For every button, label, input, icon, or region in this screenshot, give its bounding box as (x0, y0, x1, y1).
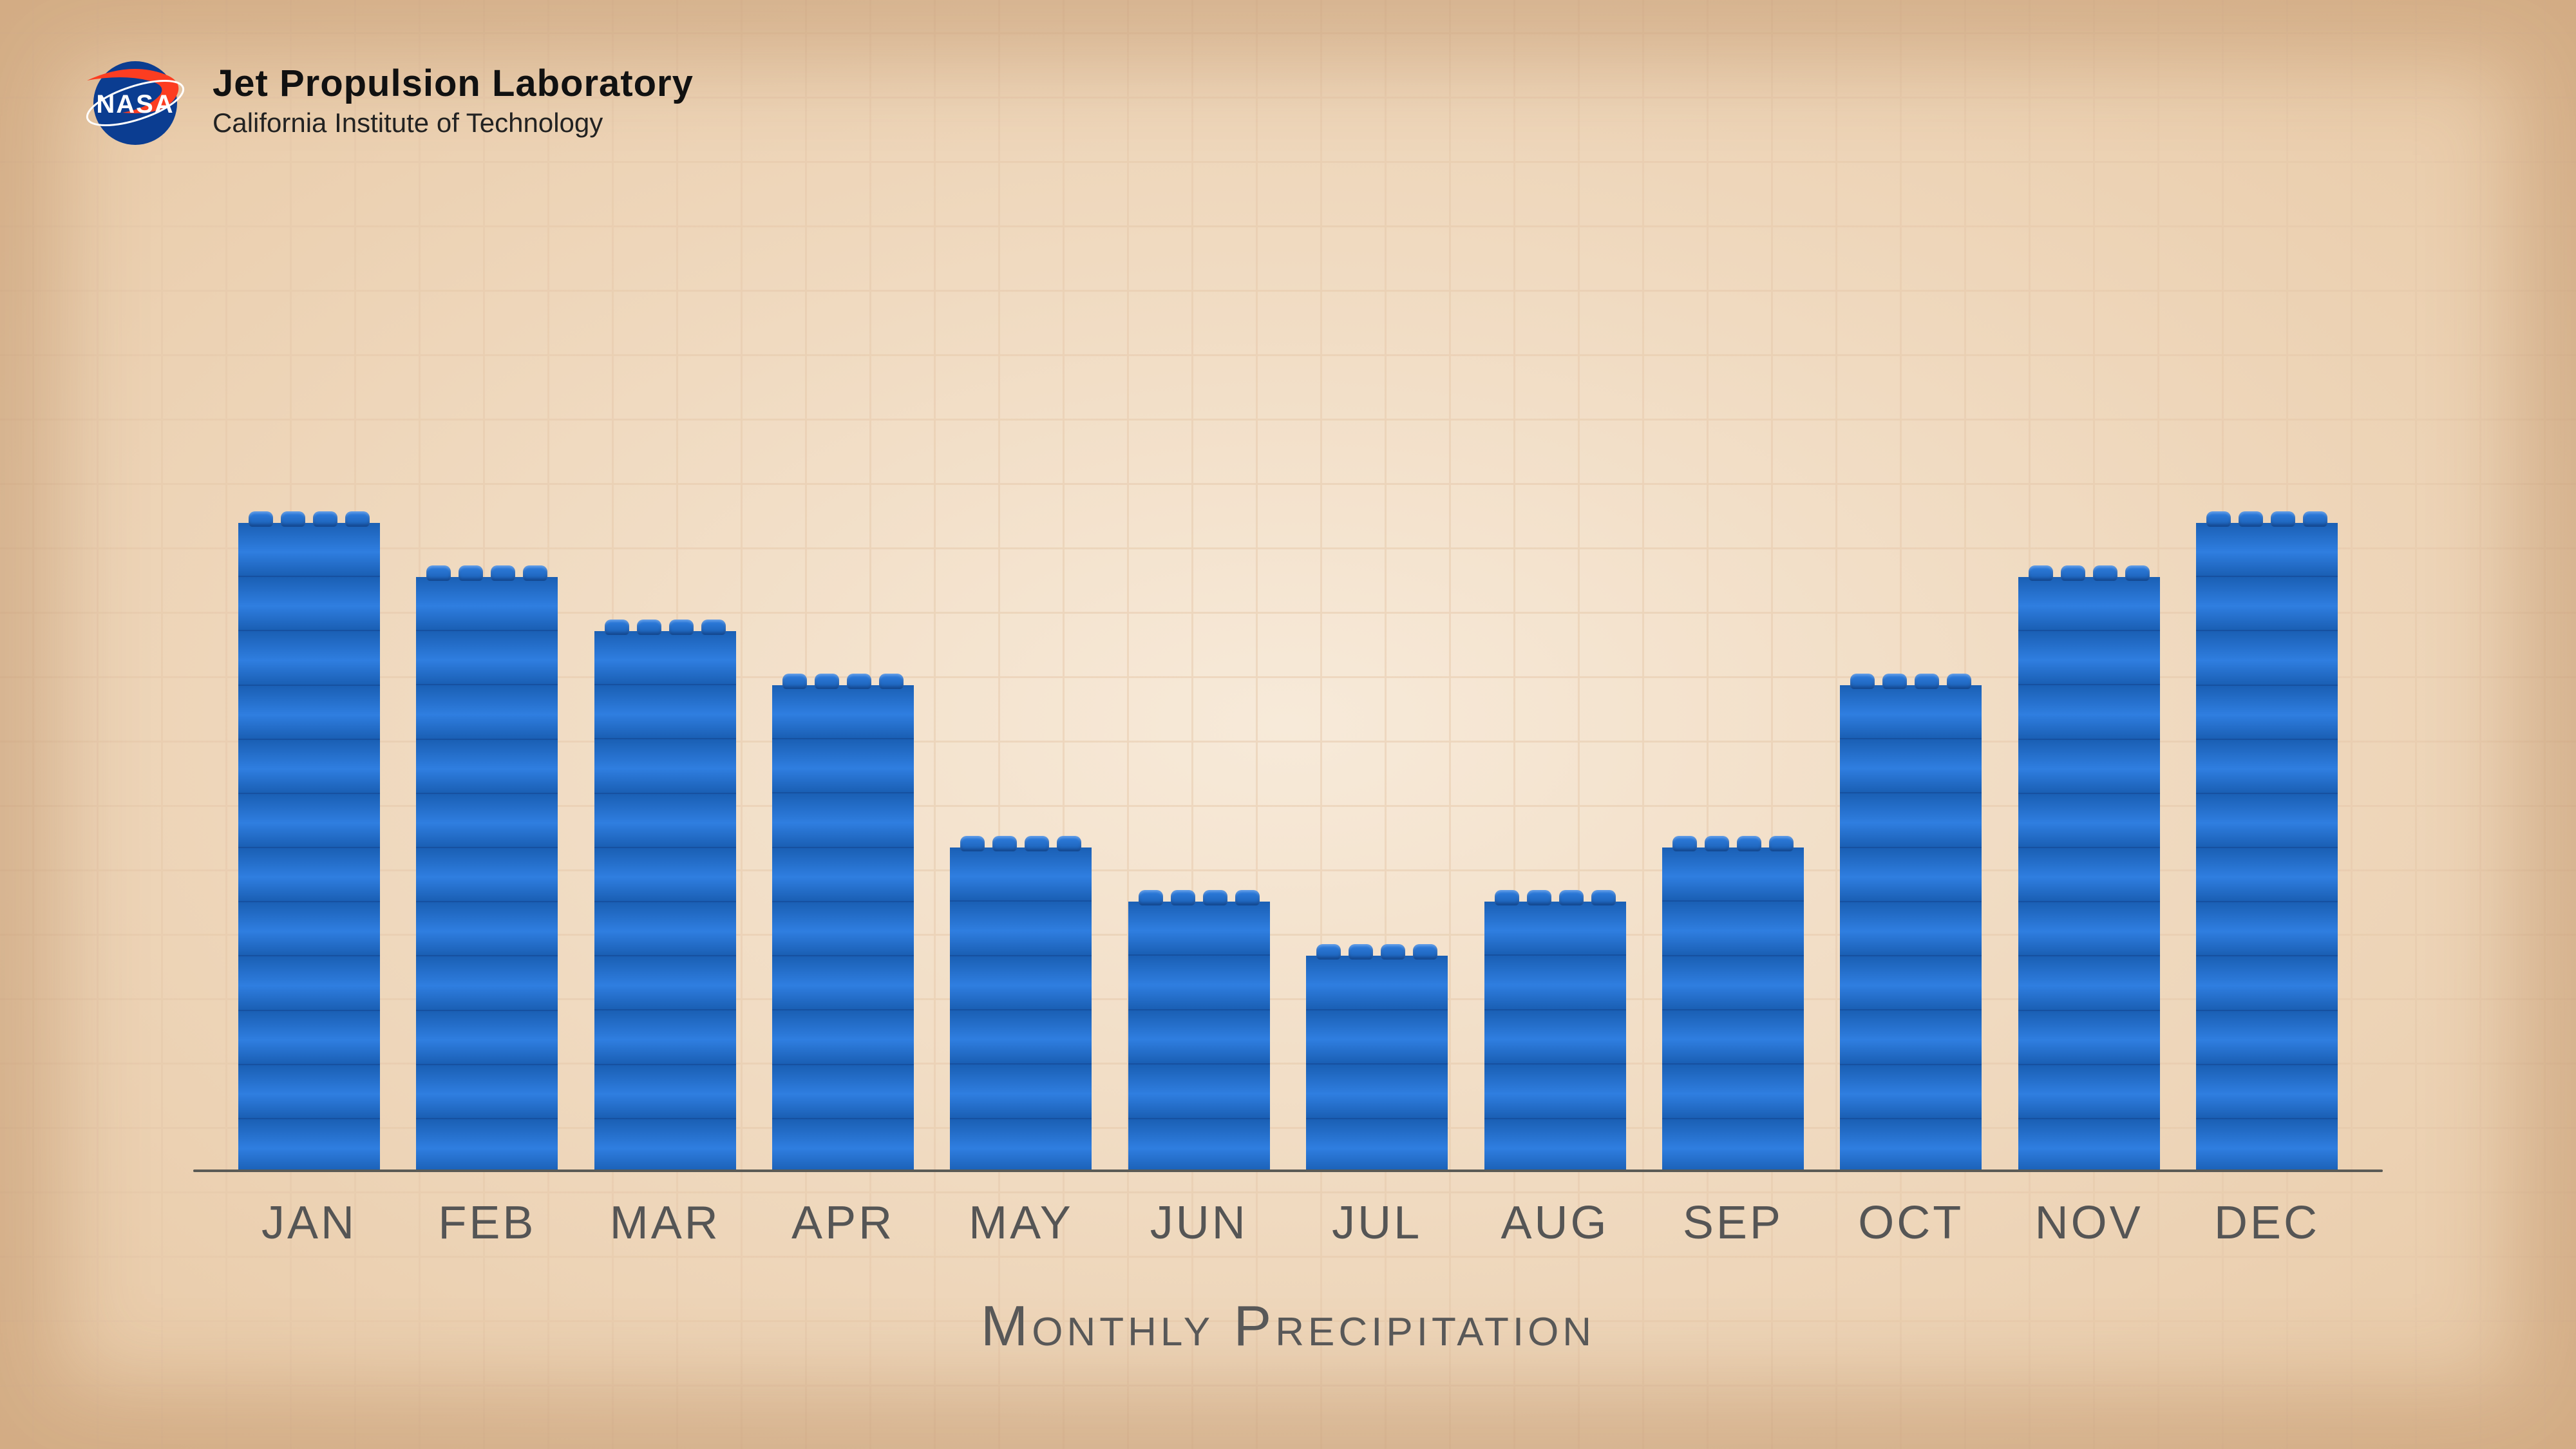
lego-studs-icon (1662, 836, 1804, 851)
x-label-aug: AUG (1484, 1197, 1626, 1249)
x-label-jan: JAN (238, 1197, 380, 1249)
logo-line1: Jet Propulsion Laboratory (213, 62, 694, 105)
x-axis-baseline (193, 1170, 2383, 1172)
bar-nov (2018, 577, 2160, 1172)
x-label-may: MAY (950, 1197, 1092, 1249)
bar (2018, 577, 2160, 1172)
lego-studs-icon (1484, 890, 1626, 905)
precipitation-chart: JANFEBMARAPRMAYJUNJULAUGSEPOCTNOVDEC (219, 399, 2357, 1172)
lego-studs-icon (2196, 511, 2338, 527)
nasa-meatball-icon: NASA (77, 52, 193, 148)
bar-dec (2196, 523, 2338, 1172)
bar-feb (416, 577, 558, 1172)
lego-studs-icon (416, 565, 558, 581)
x-label-apr: APR (772, 1197, 914, 1249)
x-label-mar: MAR (594, 1197, 736, 1249)
bar-may (950, 848, 1092, 1172)
nasa-wordmark: NASA (96, 90, 174, 118)
bar (950, 848, 1092, 1172)
logo-line2: California Institute of Technology (213, 108, 694, 138)
lego-studs-icon (238, 511, 380, 527)
bar-jul (1306, 956, 1448, 1172)
bar (1484, 902, 1626, 1172)
lego-studs-icon (2018, 565, 2160, 581)
lego-studs-icon (950, 836, 1092, 851)
bar-sep (1662, 848, 1804, 1172)
stage: NASA Jet Propulsion Laboratory Californi… (0, 0, 2576, 1449)
bar-oct (1840, 685, 1982, 1172)
bar (772, 685, 914, 1172)
x-label-oct: OCT (1840, 1197, 1982, 1249)
jpl-logo-block: NASA Jet Propulsion Laboratory Californi… (77, 52, 694, 148)
bar-jan (238, 523, 380, 1172)
lego-studs-icon (1128, 890, 1270, 905)
bar (1306, 956, 1448, 1172)
bar-mar (594, 631, 736, 1172)
x-label-sep: SEP (1662, 1197, 1804, 1249)
bar-jun (1128, 902, 1270, 1172)
bar (416, 577, 558, 1172)
bars-container (219, 399, 2357, 1172)
bar (1128, 902, 1270, 1172)
logo-text: Jet Propulsion Laboratory California Ins… (213, 62, 694, 138)
x-label-dec: DEC (2196, 1197, 2338, 1249)
bar-aug (1484, 902, 1626, 1172)
x-label-nov: NOV (2018, 1197, 2160, 1249)
lego-studs-icon (772, 674, 914, 689)
lego-studs-icon (1840, 674, 1982, 689)
chart-title: Monthly Precipitation (0, 1293, 2576, 1359)
lego-studs-icon (1306, 944, 1448, 960)
bar (1662, 848, 1804, 1172)
bar (594, 631, 736, 1172)
x-axis-labels: JAN FEB MAR APR MAY JUN JUL AUG SEP OCT NOV DEC (219, 1197, 2357, 1249)
bar (1840, 685, 1982, 1172)
bar (238, 523, 380, 1172)
x-label-jul: JUL (1306, 1197, 1448, 1249)
bar-apr (772, 685, 914, 1172)
x-label-jun: JUN (1128, 1197, 1270, 1249)
bar (2196, 523, 2338, 1172)
x-label-feb: FEB (416, 1197, 558, 1249)
lego-studs-icon (594, 620, 736, 635)
